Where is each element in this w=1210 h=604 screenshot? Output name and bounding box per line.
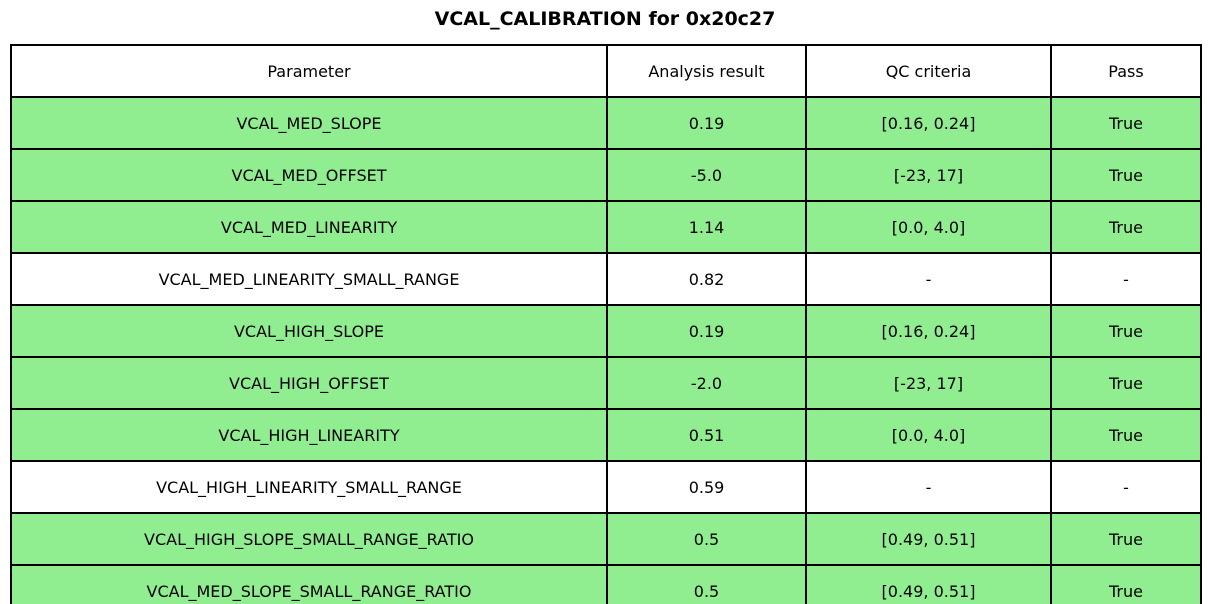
cell-pass: True — [1050, 408, 1202, 462]
table-row: VCAL_HIGH_LINEARITY 0.51 [0.0, 4.0] True — [10, 408, 1202, 462]
cell-analysis-result: -5.0 — [606, 148, 807, 202]
table-row: VCAL_HIGH_SLOPE_SMALL_RANGE_RATIO 0.5 [0… — [10, 512, 1202, 566]
cell-pass: True — [1050, 148, 1202, 202]
qc-results-table: Parameter Analysis result QC criteria Pa… — [10, 44, 1202, 604]
cell-qc-criteria: [-23, 17] — [805, 148, 1052, 202]
cell-pass: - — [1050, 252, 1202, 306]
column-header-pass: Pass — [1050, 44, 1202, 98]
table-header-row: Parameter Analysis result QC criteria Pa… — [10, 44, 1202, 98]
cell-analysis-result: 0.5 — [606, 564, 807, 604]
cell-analysis-result: 0.82 — [606, 252, 807, 306]
column-header-qc-criteria: QC criteria — [805, 44, 1052, 98]
cell-parameter: VCAL_HIGH_SLOPE — [10, 304, 608, 358]
column-header-analysis-result: Analysis result — [606, 44, 807, 98]
cell-qc-criteria: [-23, 17] — [805, 356, 1052, 410]
cell-parameter: VCAL_HIGH_SLOPE_SMALL_RANGE_RATIO — [10, 512, 608, 566]
column-header-parameter: Parameter — [10, 44, 608, 98]
cell-pass: True — [1050, 96, 1202, 150]
cell-parameter: VCAL_MED_OFFSET — [10, 148, 608, 202]
table-row: VCAL_MED_SLOPE 0.19 [0.16, 0.24] True — [10, 96, 1202, 150]
cell-parameter: VCAL_MED_SLOPE — [10, 96, 608, 150]
cell-pass: True — [1050, 512, 1202, 566]
cell-parameter: VCAL_MED_SLOPE_SMALL_RANGE_RATIO — [10, 564, 608, 604]
table-row: VCAL_MED_LINEARITY 1.14 [0.0, 4.0] True — [10, 200, 1202, 254]
cell-pass: True — [1050, 356, 1202, 410]
cell-parameter: VCAL_HIGH_LINEARITY_SMALL_RANGE — [10, 460, 608, 514]
cell-qc-criteria: [0.16, 0.24] — [805, 96, 1052, 150]
cell-qc-criteria: [0.49, 0.51] — [805, 512, 1052, 566]
cell-parameter: VCAL_MED_LINEARITY_SMALL_RANGE — [10, 252, 608, 306]
table-row: VCAL_HIGH_SLOPE 0.19 [0.16, 0.24] True — [10, 304, 1202, 358]
cell-qc-criteria: [0.16, 0.24] — [805, 304, 1052, 358]
table-row: VCAL_HIGH_OFFSET -2.0 [-23, 17] True — [10, 356, 1202, 410]
cell-analysis-result: 1.14 — [606, 200, 807, 254]
cell-parameter: VCAL_MED_LINEARITY — [10, 200, 608, 254]
cell-pass: True — [1050, 304, 1202, 358]
cell-analysis-result: -2.0 — [606, 356, 807, 410]
cell-qc-criteria: - — [805, 460, 1052, 514]
page-title: VCAL_CALIBRATION for 0x20c27 — [434, 8, 776, 30]
cell-analysis-result: 0.51 — [606, 408, 807, 462]
table-row: VCAL_MED_OFFSET -5.0 [-23, 17] True — [10, 148, 1202, 202]
cell-analysis-result: 0.19 — [606, 96, 807, 150]
cell-pass: - — [1050, 460, 1202, 514]
cell-qc-criteria: - — [805, 252, 1052, 306]
table-row: VCAL_HIGH_LINEARITY_SMALL_RANGE 0.59 - - — [10, 460, 1202, 514]
cell-qc-criteria: [0.0, 4.0] — [805, 200, 1052, 254]
cell-qc-criteria: [0.49, 0.51] — [805, 564, 1052, 604]
table-row: VCAL_MED_SLOPE_SMALL_RANGE_RATIO 0.5 [0.… — [10, 564, 1202, 604]
cell-parameter: VCAL_HIGH_OFFSET — [10, 356, 608, 410]
cell-pass: True — [1050, 564, 1202, 604]
cell-analysis-result: 0.5 — [606, 512, 807, 566]
table-row: VCAL_MED_LINEARITY_SMALL_RANGE 0.82 - - — [10, 252, 1202, 306]
cell-pass: True — [1050, 200, 1202, 254]
cell-qc-criteria: [0.0, 4.0] — [805, 408, 1052, 462]
cell-analysis-result: 0.19 — [606, 304, 807, 358]
cell-analysis-result: 0.59 — [606, 460, 807, 514]
cell-parameter: VCAL_HIGH_LINEARITY — [10, 408, 608, 462]
